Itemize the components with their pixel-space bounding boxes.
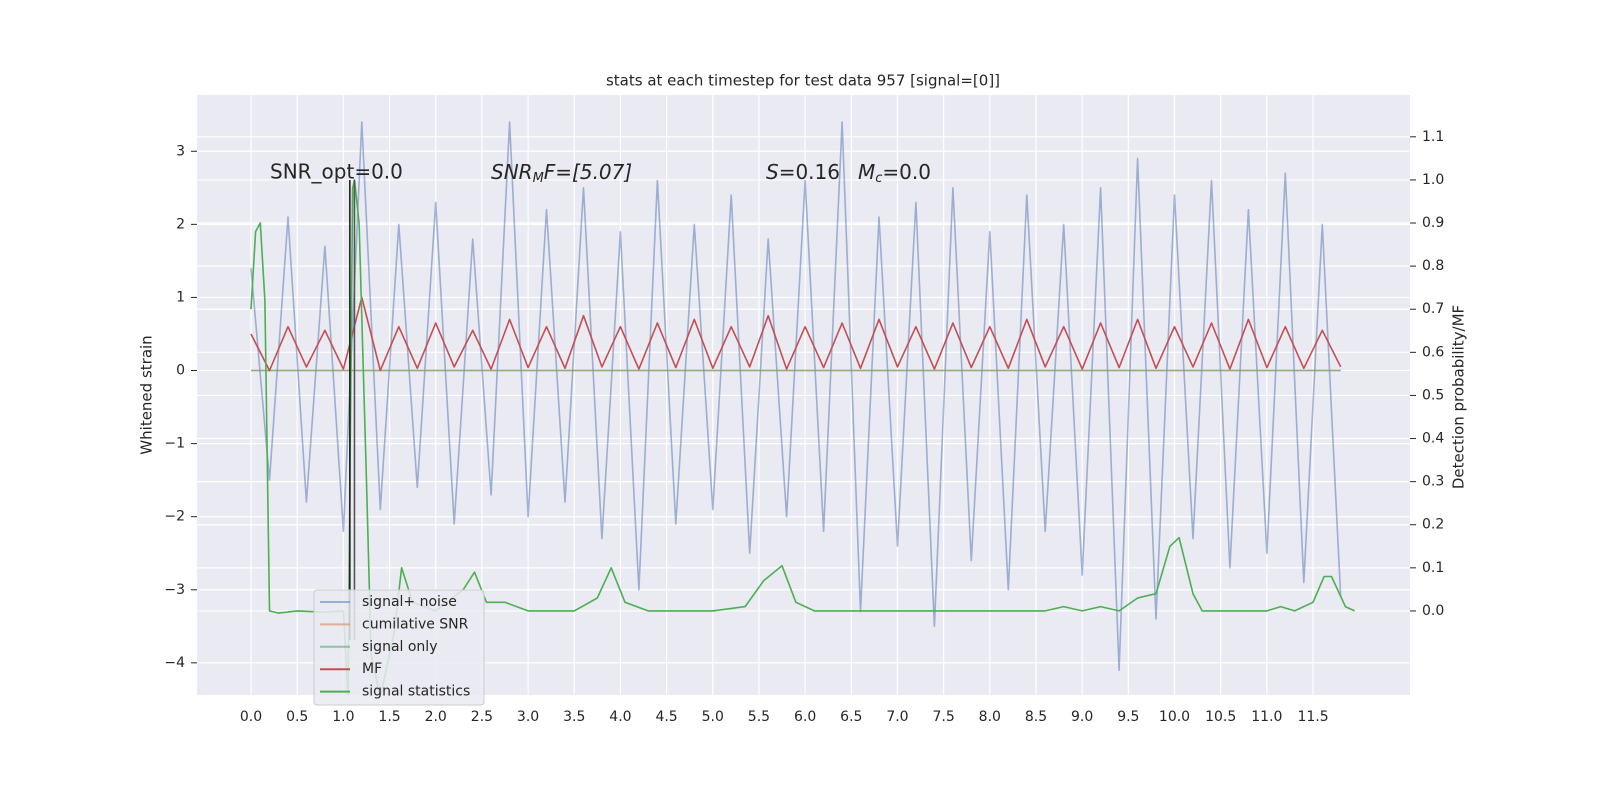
y2-tick-label: 0.7 xyxy=(1422,301,1444,317)
legend-label: signal+ noise xyxy=(362,594,457,610)
annotation-part: S xyxy=(766,160,779,184)
x-tick-label: 7.5 xyxy=(933,709,955,725)
annotation-part: SNR xyxy=(491,160,533,184)
series-line xyxy=(250,296,1342,372)
y-tick-label: −1 xyxy=(164,436,185,452)
legend-label: signal statistics xyxy=(362,684,470,700)
y2-tick-label: 0.9 xyxy=(1422,215,1444,231)
x-tick-label: 6.5 xyxy=(840,709,862,725)
x-tick-label: 4.5 xyxy=(655,709,677,725)
legend-box xyxy=(313,589,485,706)
x-tick-label: 0.5 xyxy=(286,709,308,725)
y2-tick-label: 1.0 xyxy=(1422,172,1444,188)
y-tick-label: −2 xyxy=(164,509,185,525)
annotation-part: M xyxy=(858,160,875,184)
y2-tick-label: 0.5 xyxy=(1422,387,1444,403)
legend-label: signal only xyxy=(362,639,437,655)
x-tick-label: 9.5 xyxy=(1117,709,1139,725)
y2-tick-label: 0.0 xyxy=(1422,603,1444,619)
annotation-part: F=[5.07] xyxy=(544,160,632,184)
x-tick-label: 3.5 xyxy=(563,709,585,725)
annotation-part: c xyxy=(875,171,882,186)
chart-title: stats at each timestep for test data 957… xyxy=(606,72,1000,90)
annotation-part: M xyxy=(533,171,544,186)
legend-label: MF xyxy=(362,661,382,677)
y2-axis-label: Detection probability/MF xyxy=(1450,305,1468,489)
x-tick-label: 8.5 xyxy=(1025,709,1047,725)
x-tick-label: 11.5 xyxy=(1297,709,1328,725)
grid xyxy=(197,95,1410,695)
y-tick-label: 0 xyxy=(176,363,185,379)
x-tick-label: 10.0 xyxy=(1159,709,1190,725)
legend: signal+ noise cumilative SNR signal only MF… xyxy=(313,589,485,706)
annotation-part: =0.16 xyxy=(779,160,840,184)
x-tick-label: 4.0 xyxy=(609,709,631,725)
x-tick-label: 1.0 xyxy=(332,709,354,725)
y-tick-label: −4 xyxy=(164,655,185,671)
y2-tick-label: 0.1 xyxy=(1422,560,1444,576)
x-tick-label: 0.0 xyxy=(240,709,262,725)
y2-tick-label: 0.4 xyxy=(1422,431,1444,447)
x-tick-label: 7.0 xyxy=(886,709,908,725)
annotation: SNRMF=[5.07] xyxy=(491,160,632,186)
y2-tick-label: 0.3 xyxy=(1422,474,1444,490)
x-tick-label: 2.0 xyxy=(425,709,447,725)
ticks: 0.0 0.5 1.0 1.5 2.0 2.5 3.0 3.5 4.0 4.5 5.0 5.5 6.0 6… xyxy=(164,129,1444,725)
legend-label: cumilative SNR xyxy=(362,616,469,632)
annotation: SNR_opt=0.0 xyxy=(270,160,403,184)
y-tick-label: −3 xyxy=(164,582,185,598)
y2-tick-label: 0.2 xyxy=(1422,517,1444,533)
y-tick-label: 3 xyxy=(176,143,185,159)
annotation-part: =0.0 xyxy=(882,160,931,184)
x-tick-label: 10.5 xyxy=(1205,709,1236,725)
x-tick-label: 5.5 xyxy=(748,709,770,725)
y-tick-label: 1 xyxy=(176,289,185,305)
y-axis-label: Whitened strain xyxy=(138,335,156,454)
annotation: S=0.16 xyxy=(766,160,840,184)
x-tick-label: 8.0 xyxy=(979,709,1001,725)
y-tick-label: 2 xyxy=(176,216,185,232)
x-tick-label: 5.0 xyxy=(702,709,724,725)
y2-tick-label: 0.6 xyxy=(1422,344,1444,360)
annotation: Mc=0.0 xyxy=(858,160,931,186)
x-tick-label: 2.5 xyxy=(471,709,493,725)
x-tick-label: 1.5 xyxy=(378,709,400,725)
x-tick-label: 3.0 xyxy=(517,709,539,725)
x-tick-label: 11.0 xyxy=(1251,709,1282,725)
y2-tick-label: 1.1 xyxy=(1422,129,1444,145)
y2-tick-label: 0.8 xyxy=(1422,258,1444,274)
x-tick-label: 9.0 xyxy=(1071,709,1093,725)
x-tick-label: 6.0 xyxy=(794,709,816,725)
marks xyxy=(250,121,1355,695)
